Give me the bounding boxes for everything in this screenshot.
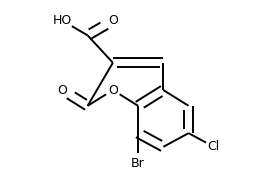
Text: HO: HO <box>53 14 72 27</box>
Text: O: O <box>108 14 118 27</box>
Text: O: O <box>108 83 118 96</box>
Text: O: O <box>57 83 67 96</box>
Text: Cl: Cl <box>208 140 220 153</box>
Text: Br: Br <box>131 157 145 170</box>
